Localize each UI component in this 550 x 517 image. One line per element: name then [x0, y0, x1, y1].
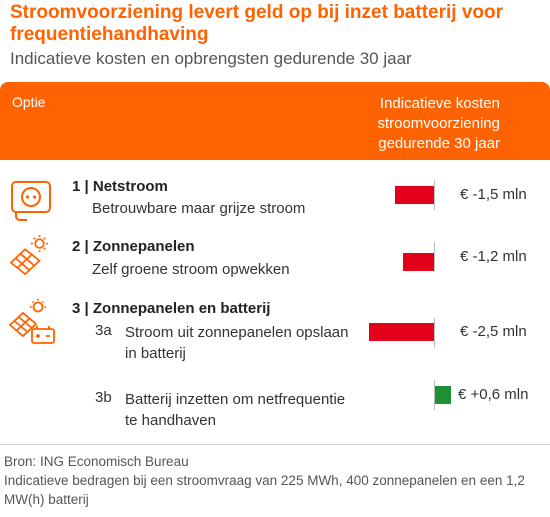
table-header: Optie Indicatieve kosten stroomvoorzieni…	[0, 82, 550, 160]
power-socket-icon	[11, 181, 51, 221]
zero-axis-2	[434, 242, 435, 272]
row-2-title: 2 | Zonnepanelen	[72, 238, 195, 255]
row-3a-number: 3a	[95, 322, 112, 339]
row-3b-number: 3b	[95, 389, 112, 406]
footer-divider	[0, 444, 550, 445]
value-label-2: € -1,2 mln	[460, 248, 527, 265]
row-3a-text: Stroom uit zonnepanelen opslaan in batte…	[125, 324, 349, 362]
chart-title: Stroomvoorziening levert geld op bij inz…	[10, 2, 503, 45]
solar-panel-icon	[9, 234, 49, 276]
row-3b-text: Batterij inzetten om netfrequentie te ha…	[125, 391, 346, 429]
row-1-subtitle: Betrouwbare maar grijze stroom	[92, 200, 306, 217]
cost-column-header: Indicatieve kosten stroomvoorziening ged…	[377, 95, 500, 152]
footnote-text: Indicatieve bedragen bij een stroomvraag…	[4, 473, 525, 507]
chart-subtitle: Indicatieve kosten en opbrengsten gedure…	[10, 49, 412, 68]
value-label-3b: € +0,6 mln	[458, 386, 529, 403]
bar-3a	[369, 323, 434, 341]
bar-3b	[435, 386, 451, 404]
value-label-1: € -1,5 mln	[460, 186, 527, 203]
bar-2	[402, 253, 434, 271]
row-3-title: 3 | Zonnepanelen en batterij	[72, 300, 271, 317]
value-label-3a: € -2,5 mln	[460, 323, 527, 340]
zero-axis-3b	[434, 380, 435, 410]
row-1-title: 1 | Netstroom	[72, 178, 168, 195]
bar-1	[395, 186, 434, 204]
zero-axis-3a	[434, 318, 435, 348]
solar-battery-icon	[8, 299, 55, 344]
row-2-subtitle: Zelf groene stroom opwekken	[92, 261, 290, 278]
option-column-header: Optie	[12, 94, 46, 110]
zero-axis-1	[434, 180, 435, 210]
source-text: Bron: ING Economisch Bureau	[4, 454, 189, 469]
